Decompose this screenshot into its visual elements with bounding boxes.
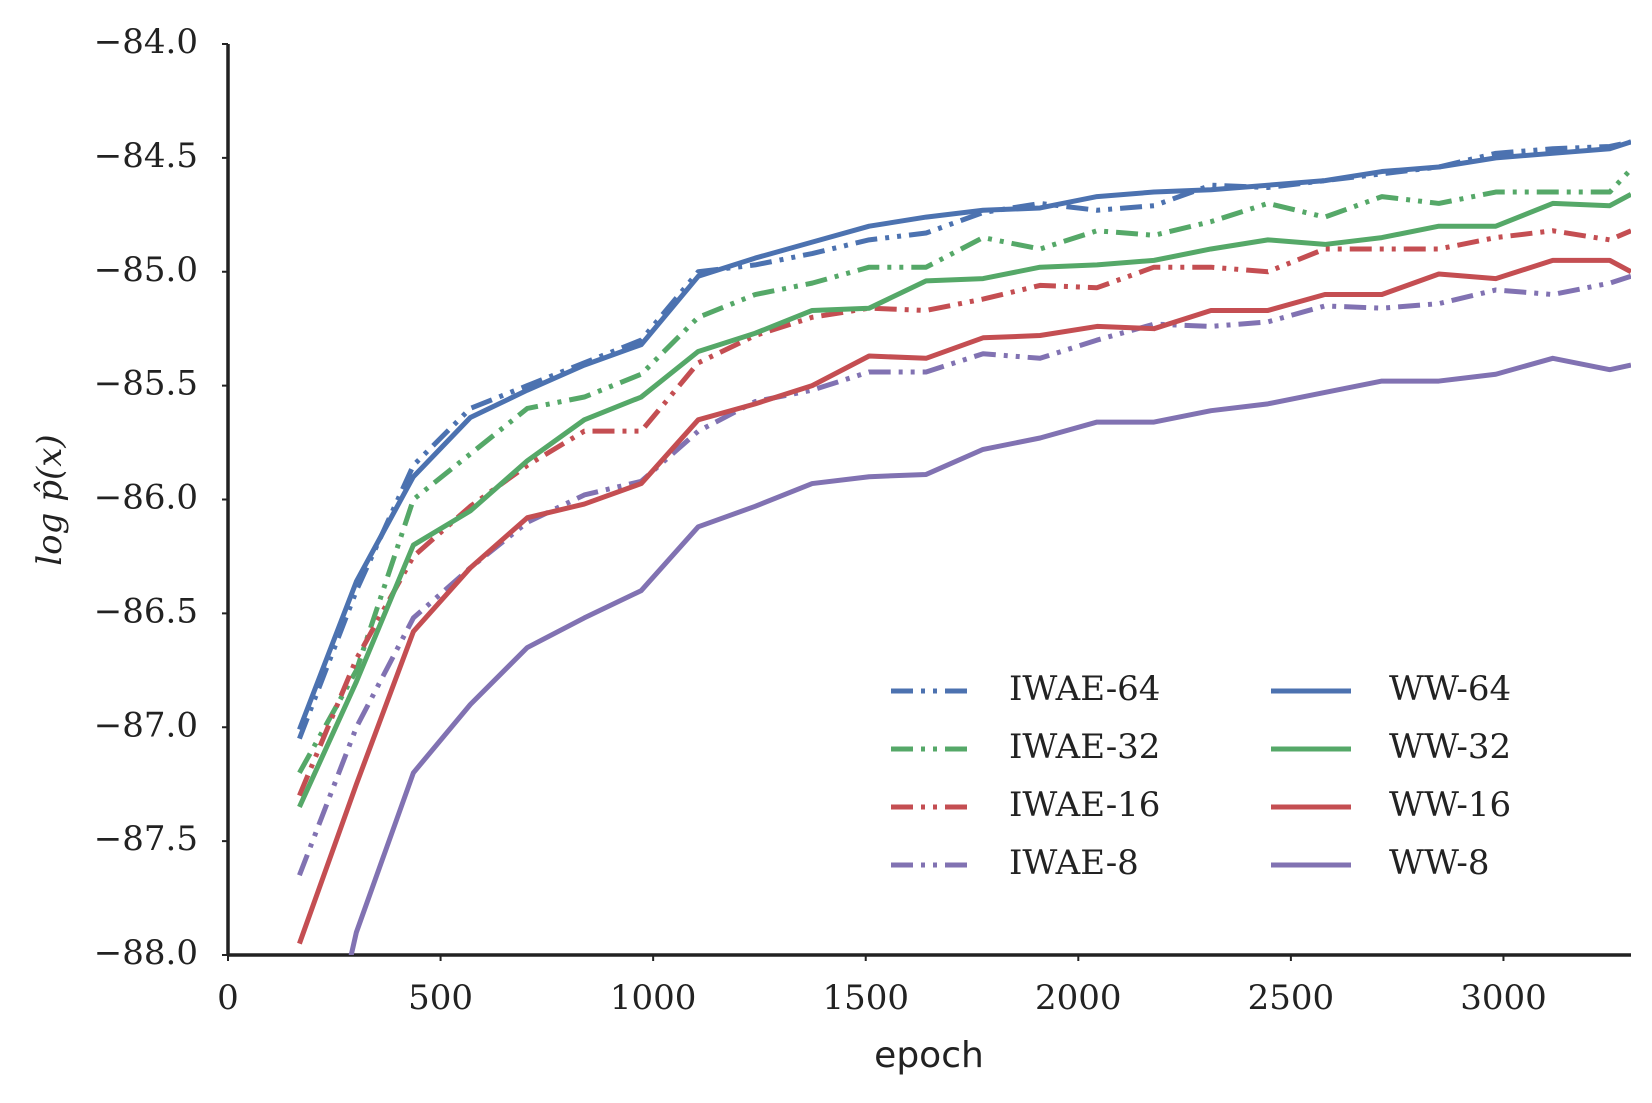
plot-area [297, 139, 1631, 955]
y-tick-label: −84.5 [94, 136, 198, 176]
y-tick-label: −85.5 [94, 364, 198, 404]
legend-label: WW-16 [1389, 785, 1511, 825]
legend-label: IWAE-32 [1009, 727, 1160, 767]
y-tick-label: −87.5 [94, 819, 198, 859]
line [348, 355, 1631, 955]
y-tick-label: −88.0 [94, 933, 198, 973]
y-tick-label: −86.5 [94, 591, 198, 631]
x-tick-label: 0 [217, 978, 239, 1018]
y-tick-label: −86.0 [94, 478, 198, 518]
y-axis-label: log p̂(x) [30, 434, 70, 565]
legend-label: WW-8 [1389, 843, 1490, 883]
line [297, 228, 1631, 797]
y-tick-label: −87.0 [94, 705, 198, 745]
line [297, 139, 1631, 731]
legend-label: IWAE-16 [1009, 785, 1160, 825]
x-tick-label: 1000 [610, 978, 697, 1018]
x-tick-label: 2000 [1035, 978, 1122, 1018]
line [297, 192, 1631, 808]
x-axis-label: epoch [874, 1035, 984, 1076]
line [297, 273, 1631, 877]
y-tick-label: −85.0 [94, 250, 198, 290]
line [297, 167, 1631, 775]
legend-label: WW-64 [1389, 669, 1511, 709]
line [297, 257, 1631, 945]
y-tick-label: −84.0 [94, 22, 198, 62]
legend-label: WW-32 [1389, 727, 1511, 767]
legend-label: IWAE-8 [1009, 843, 1139, 883]
x-tick-label: 3000 [1460, 978, 1547, 1018]
x-tick-label: 500 [408, 978, 473, 1018]
line [297, 139, 1631, 740]
legend-label: IWAE-64 [1009, 669, 1160, 709]
x-tick-label: 1500 [822, 978, 909, 1018]
x-tick-label: 2500 [1248, 978, 1335, 1018]
